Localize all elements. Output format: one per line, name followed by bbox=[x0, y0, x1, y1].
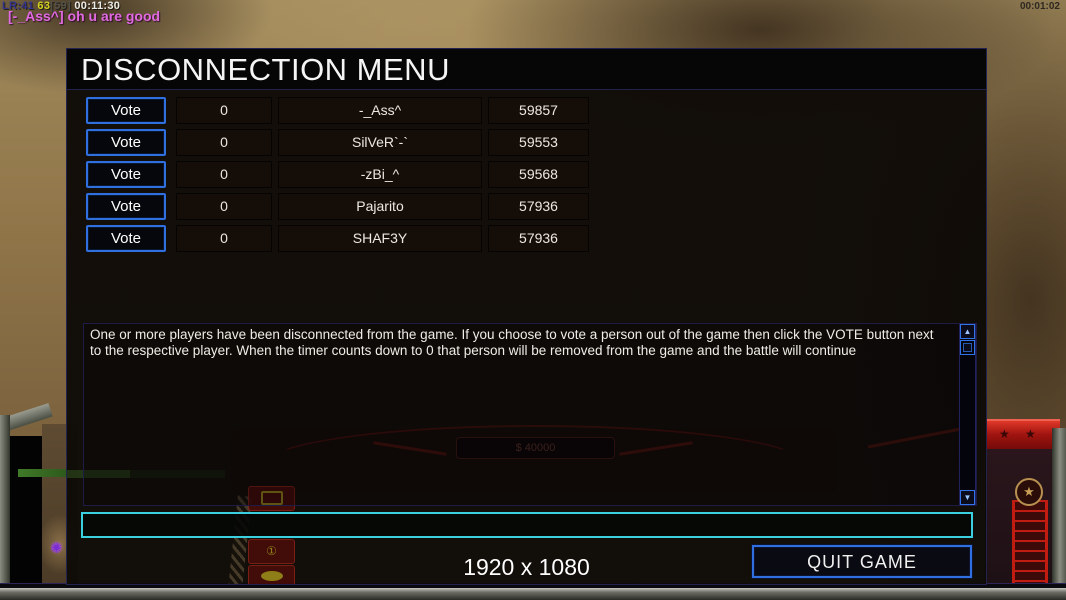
vote-count-cell: 0 bbox=[176, 225, 272, 252]
player-row: Vote 0 SilVeR`-` 59553 bbox=[67, 129, 986, 156]
vote-count-cell: 0 bbox=[176, 193, 272, 220]
card-icon bbox=[260, 491, 283, 505]
perf-label: LR:41 bbox=[2, 0, 35, 12]
game-clock: 00:11:30 bbox=[74, 0, 121, 12]
hud-metal-left-edge bbox=[0, 415, 10, 600]
player-row: Vote 0 -_Ass^ 59857 bbox=[67, 97, 986, 124]
hud-metal-right-edge bbox=[1052, 428, 1066, 600]
oval-icon bbox=[260, 571, 283, 581]
scroll-up-icon[interactable]: ▲ bbox=[960, 324, 975, 339]
vote-count-cell: 0 bbox=[176, 129, 272, 156]
player-name-cell: -zBi_^ bbox=[278, 161, 482, 188]
power-bar-ghost bbox=[67, 470, 225, 478]
dialog-title: DISCONNECTION MENU bbox=[81, 52, 450, 87]
scrollbar-thumb[interactable] bbox=[960, 340, 975, 355]
disconnect-message: One or more players have been disconnect… bbox=[90, 327, 934, 358]
hud-button bbox=[248, 486, 295, 511]
match-timer: 00:01:02 bbox=[1019, 1, 1060, 12]
vote-button[interactable]: Vote bbox=[86, 193, 166, 220]
hud-ghost-arc bbox=[263, 425, 807, 505]
player-row: Vote 0 Pajarito 57936 bbox=[67, 193, 986, 220]
hud-button bbox=[248, 565, 295, 584]
vote-button[interactable]: Vote bbox=[86, 129, 166, 156]
panel-star-icon: ★ bbox=[999, 427, 1010, 441]
vote-count-cell: 0 bbox=[176, 97, 272, 124]
vote-button[interactable]: Vote bbox=[86, 225, 166, 252]
vote-button[interactable]: Vote bbox=[86, 161, 166, 188]
resolution-label: 1920 x 1080 bbox=[463, 554, 590, 580]
dialog-titlebar: DISCONNECTION MENU bbox=[67, 49, 986, 90]
vote-button[interactable]: Vote bbox=[86, 97, 166, 124]
chat-input[interactable] bbox=[81, 512, 973, 538]
panel-star-icon: ★ bbox=[1025, 427, 1036, 441]
scroll-down-icon[interactable]: ▼ bbox=[960, 490, 975, 505]
sidebar-red-panel: ★ ★ bbox=[985, 419, 1060, 451]
faction-star-icon: ★ bbox=[1015, 478, 1043, 506]
alert-circle-icon: ① bbox=[266, 544, 277, 558]
countdown-cell: 59568 bbox=[488, 161, 589, 188]
command-bar-edge bbox=[0, 588, 1066, 600]
hud-black-strip bbox=[10, 436, 42, 600]
countdown-cell: 59857 bbox=[488, 97, 589, 124]
perf-fps: 63 bbox=[37, 0, 51, 12]
power-bar bbox=[18, 469, 66, 477]
disconnect-message-box: One or more players have been disconnect… bbox=[83, 323, 977, 506]
chat-message: [-_Ass^] oh u are good bbox=[8, 8, 161, 24]
sidebar-ladder bbox=[1012, 500, 1048, 596]
player-name-cell: -_Ass^ bbox=[278, 97, 482, 124]
message-scrollbar[interactable]: ▲ ▼ bbox=[959, 324, 976, 505]
hud-button: ① bbox=[248, 539, 295, 564]
countdown-cell: 57936 bbox=[488, 225, 589, 252]
perf-counter: LR:41 63[59] 00:11:30 bbox=[2, 0, 120, 12]
map-scribble-icon: ✺ bbox=[47, 538, 65, 559]
player-row: Vote 0 -zBi_^ 59568 bbox=[67, 161, 986, 188]
disconnection-menu-dialog: $ 40000 ① DISCONNECTION MENU Vote 0 -_As… bbox=[66, 48, 987, 585]
perf-bracket: [59] bbox=[50, 0, 72, 12]
player-name-cell: SHAF3Y bbox=[278, 225, 482, 252]
quit-game-button[interactable]: QUIT GAME bbox=[752, 545, 972, 578]
player-name-cell: SilVeR`-` bbox=[278, 129, 482, 156]
player-name-cell: Pajarito bbox=[278, 193, 482, 220]
money-display: $ 40000 bbox=[456, 437, 615, 459]
vote-count-cell: 0 bbox=[176, 161, 272, 188]
player-row: Vote 0 SHAF3Y 57936 bbox=[67, 225, 986, 252]
countdown-cell: 59553 bbox=[488, 129, 589, 156]
countdown-cell: 57936 bbox=[488, 193, 589, 220]
